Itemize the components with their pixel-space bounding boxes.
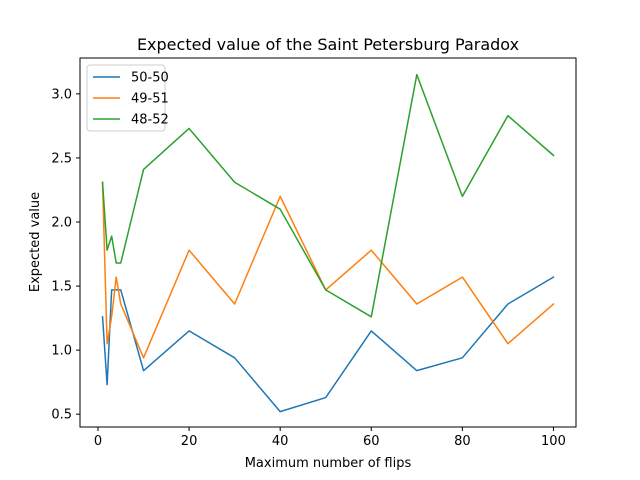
y-tick-label: 1.5	[51, 280, 72, 295]
x-tick-label: 20	[181, 434, 198, 449]
x-tick-label: 60	[363, 434, 380, 449]
plot-frame	[79, 57, 577, 428]
series-line-49-51	[101, 181, 555, 359]
x-tick-label: 40	[272, 434, 289, 449]
series-line-48-52	[101, 73, 555, 318]
series-layer	[101, 73, 555, 413]
y-tick-label: 2.0	[51, 216, 72, 231]
y-axis-ticks: 0.5 1.0 1.5 2.0 2.5 3.0	[51, 87, 80, 423]
y-axis-label: Expected value	[28, 192, 43, 292]
x-tick-label: 100	[541, 434, 566, 449]
legend-box	[86, 64, 166, 132]
x-tick-label: 0	[94, 434, 102, 449]
legend-label-48-52: 48-52	[131, 113, 169, 128]
legend-label-49-51: 49-51	[131, 92, 169, 107]
x-axis-label: Maximum number of flips	[245, 456, 412, 471]
legend: 50-50 49-51 48-52	[86, 64, 169, 132]
series-line-50-50	[101, 276, 555, 413]
y-tick-label: 3.0	[51, 87, 72, 102]
y-tick-label: 0.5	[51, 408, 72, 423]
legend-entries: 50-50 49-51 48-52	[93, 71, 169, 128]
y-tick-label: 1.0	[51, 344, 72, 359]
chart-title: Expected value of the Saint Petersburg P…	[137, 35, 519, 54]
legend-label-50-50: 50-50	[131, 71, 169, 86]
x-tick-label: 80	[454, 434, 471, 449]
y-tick-label: 2.5	[51, 151, 72, 166]
x-axis-ticks: 0 20 40 60 80 100	[94, 427, 566, 449]
